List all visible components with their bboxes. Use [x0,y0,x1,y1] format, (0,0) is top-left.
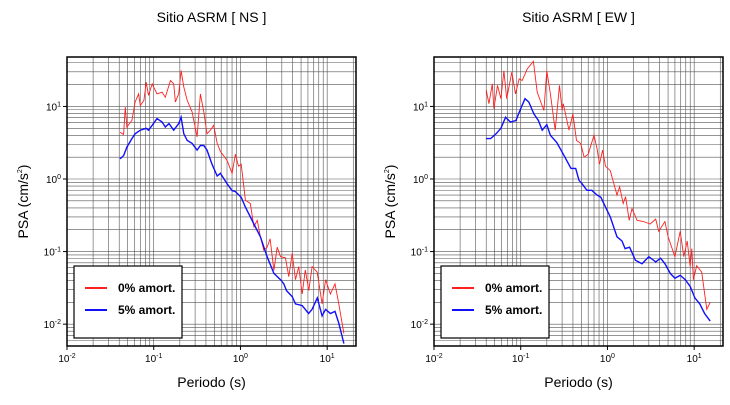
x-tick-label: 101 [687,353,702,365]
x-tick-label: 100 [600,353,615,365]
series-line-0pct [485,60,711,311]
series-line-5pct [486,97,711,322]
y-tick-label: 10-1 [411,247,428,259]
x-tick-label: 10-2 [425,353,442,365]
x-tick-label: 10-1 [145,353,162,365]
series-line-0pct [119,70,345,334]
plot-frame [433,56,724,347]
y-tick-label: 101 [46,101,61,113]
y-axis-label: PSA (cm/s2) [382,165,398,239]
plot-panel-0: 10-2 10-1 100 101 10-2 10-1 100 101 Sitio ASRM [… [15,9,357,390]
legend: 0% amort. 5% amort. [73,265,183,339]
legend-label: 0% amort. [118,281,175,295]
legend: 0% amort. 5% amort. [440,265,550,339]
y-tick-label: 10-2 [411,319,428,331]
y-tick-label: 10-2 [44,319,61,331]
legend-box [440,265,550,339]
legend-label: 0% amort. [485,281,542,295]
x-tick-label: 10-2 [58,353,75,365]
x-tick-label: 10-1 [512,353,529,365]
y-axis-label: PSA (cm/s2) [15,165,31,239]
legend-box [73,265,183,339]
chart-title: Sitio ASRM [ EW ] [522,9,635,25]
x-axis-label: Periodo (s) [544,374,612,390]
x-tick-label: 100 [233,353,248,365]
plot-panel-1: 10-2 10-1 100 101 10-2 10-1 100 101 Sitio ASRM [… [382,9,724,390]
x-axis-label: Periodo (s) [177,374,245,390]
series-line-5pct [119,114,345,344]
grid [434,57,723,346]
plot-frame [66,56,357,347]
y-tick-label: 10-1 [44,247,61,259]
y-tick-label: 100 [413,174,428,186]
legend-label: 5% amort. [485,303,542,317]
legend-label: 5% amort. [118,303,175,317]
y-tick-label: 101 [413,101,428,113]
y-tick-label: 100 [46,174,61,186]
chart-title: Sitio ASRM [ NS ] [157,9,267,25]
x-tick-label: 101 [320,353,335,365]
